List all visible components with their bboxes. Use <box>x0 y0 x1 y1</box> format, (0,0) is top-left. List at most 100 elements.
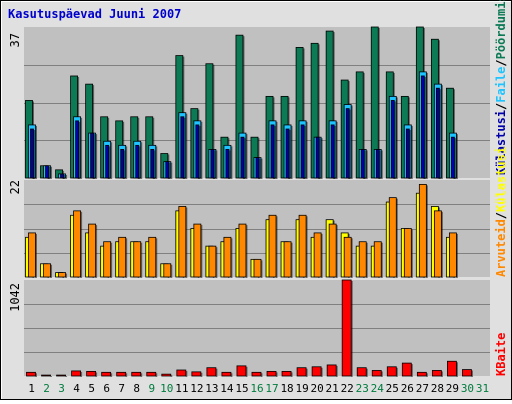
chart-title: Kasutuspäevad Juuni 2007 <box>8 7 181 21</box>
day-label-16: 16 <box>250 382 263 395</box>
visits-bar-26-shadow <box>411 229 413 278</box>
kbytes-bar-15-shadow <box>245 366 248 377</box>
visits-bar-9 <box>148 236 157 278</box>
kbytes-bar-29-shadow <box>456 362 458 377</box>
legend-hits: Külastusi <box>494 110 508 175</box>
hits-bar-4-shadow <box>78 121 81 179</box>
hits-bar-29 <box>451 136 455 179</box>
kbytes-bar-25 <box>386 366 397 377</box>
legend-kbytes: KBaite <box>494 333 508 376</box>
files-bar-18-shadow <box>291 125 293 179</box>
day-label-1: 1 <box>28 382 35 395</box>
visits-bar-21-shadow <box>336 225 338 278</box>
hits-bar-4 <box>75 120 79 179</box>
kbytes-bar-6-shadow <box>110 373 113 377</box>
visits-bar-11-shadow <box>185 207 188 278</box>
day-label-23: 23 <box>356 382 369 395</box>
files-bar-28-shadow <box>441 85 443 179</box>
visits-bar-14 <box>223 236 232 278</box>
kbytes-bar-19-shadow <box>306 368 308 377</box>
files-bar-26-shadow <box>411 125 413 179</box>
files-bar-13-shadow <box>215 150 218 179</box>
visits-bar-7 <box>118 236 127 278</box>
pageviews-bar-20-shadow <box>318 44 320 179</box>
hits-bar-2 <box>45 165 49 179</box>
files-bar-9-shadow <box>155 146 158 179</box>
day-label-7: 7 <box>118 382 125 395</box>
kbytes-bar-25-shadow <box>396 367 398 377</box>
files-bar-12-shadow <box>200 121 203 179</box>
files-bar-15-shadow <box>245 134 248 179</box>
hits-bar-10 <box>165 161 170 179</box>
hits-bar-27-shadow <box>424 76 426 179</box>
pageviews-bar-15-shadow <box>242 36 245 179</box>
files-bar-17-shadow <box>276 121 278 179</box>
kbytes-bar-11 <box>176 369 187 377</box>
kbytes-bar-21-shadow <box>336 365 338 377</box>
kbytes-bar-7 <box>116 371 127 377</box>
kbytes-bar-20 <box>311 366 322 377</box>
day-label-25: 25 <box>386 382 399 395</box>
pageviews-bar-13-shadow <box>212 64 215 179</box>
hits-bar-20-shadow <box>319 138 321 179</box>
kbytes-bar-2 <box>41 374 51 377</box>
hits-bar-13 <box>210 149 215 179</box>
visits-bar-13 <box>208 245 217 278</box>
visits-bar-6 <box>103 241 112 278</box>
hits-bar-28-shadow <box>439 89 441 179</box>
visits-bar-15-shadow <box>245 225 248 278</box>
hits-bar-11-shadow <box>183 117 186 179</box>
day-label-11: 11 <box>175 382 188 395</box>
kbytes-bar-16-shadow <box>260 373 263 377</box>
files-bar-19-shadow <box>306 121 308 179</box>
day-label-4: 4 <box>73 382 80 395</box>
top-panel-max-label: 37 <box>8 33 22 47</box>
middle-panel-legend: Arvuteid/Külastusi <box>494 147 508 277</box>
day-label-26: 26 <box>401 382 414 395</box>
hits-bar-12 <box>195 124 200 179</box>
hits-bar-8 <box>135 144 140 179</box>
hits-bar-26-shadow <box>409 130 411 179</box>
hits-bar-22-shadow <box>349 109 351 179</box>
files-bar-21-shadow <box>336 121 338 179</box>
kbytes-bar-8-shadow <box>140 373 143 377</box>
hits-bar-17 <box>270 124 275 179</box>
hits-bar-25 <box>390 100 395 179</box>
hits-bar-21-shadow <box>334 125 336 179</box>
day-label-8: 8 <box>133 382 140 395</box>
legend-visits: Arvuteid <box>494 219 508 277</box>
kbytes-bar-26 <box>401 362 412 377</box>
kbytes-bar-28-shadow <box>441 371 443 377</box>
day-label-12: 12 <box>190 382 203 395</box>
kbytes-bar-1-shadow <box>35 373 37 377</box>
visits-bar-16-shadow <box>260 260 263 278</box>
hits-bar-7 <box>120 149 125 179</box>
hits-bar-27 <box>420 75 425 179</box>
kbytes-bar-9 <box>146 371 157 377</box>
visits-bar-4 <box>73 210 81 278</box>
kbytes-bar-13-shadow <box>215 368 218 377</box>
visits-bar-5-shadow <box>95 225 98 278</box>
bars <box>25 26 473 377</box>
day-label-31: 31 <box>476 382 489 395</box>
legend-sites: Külastusi <box>494 147 508 212</box>
visits-bar-24 <box>373 241 382 278</box>
hits-bar-9 <box>150 149 155 179</box>
hits-bar-23 <box>360 149 365 179</box>
kbytes-bar-17-shadow <box>276 372 278 377</box>
day-label-3: 3 <box>58 382 65 395</box>
visits-bar-25-shadow <box>396 198 398 278</box>
hits-bar-28 <box>435 87 440 179</box>
visits-bar-1-shadow <box>35 233 37 278</box>
hits-bar-26 <box>405 128 410 179</box>
kbytes-bar-17 <box>266 370 277 377</box>
files-bar-7-shadow <box>125 146 128 179</box>
visits-bar-28-shadow <box>441 211 443 278</box>
visits-bar-19 <box>298 214 307 278</box>
day-label-24: 24 <box>371 382 385 395</box>
visits-bar-3 <box>58 272 66 278</box>
visits-bar-5 <box>88 223 97 278</box>
kbytes-bar-10-shadow <box>170 375 173 377</box>
kbytes-bar-10 <box>161 373 172 377</box>
